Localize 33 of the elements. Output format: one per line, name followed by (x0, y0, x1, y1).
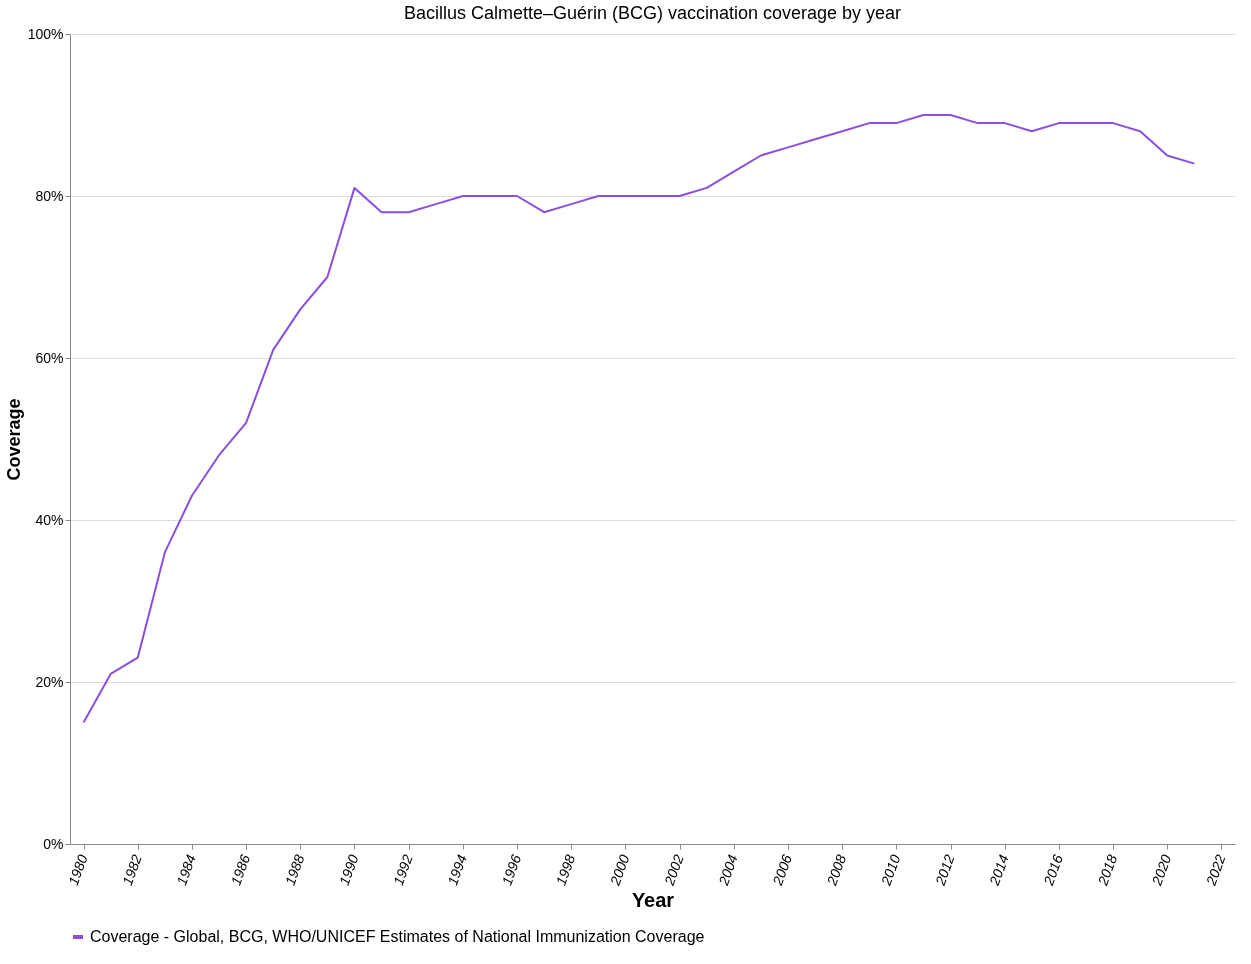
y-axis-title: Coverage (3, 398, 24, 481)
x-tick-label: 1984 (173, 852, 200, 888)
y-tick-label: 0% (43, 835, 64, 852)
x-tick-label: 2010 (877, 852, 904, 889)
x-tick-label: 1992 (390, 852, 416, 888)
x-tick-label: 1980 (64, 852, 91, 888)
x-tick-label: 2004 (714, 852, 741, 889)
x-tick-label: 1988 (281, 852, 308, 888)
x-tick-label: 1996 (498, 852, 525, 888)
x-axis-title: Year (631, 889, 675, 912)
x-tick-label: 2002 (660, 852, 687, 889)
x-tick-label: 2018 (1094, 852, 1121, 889)
line-series (82, 114, 1196, 724)
chart-title: Bacillus Calmette–Guérin (BCG) vaccination coverage by year (403, 3, 902, 23)
x-tick-label: 1982 (119, 852, 145, 888)
x-tick-label: 2000 (606, 852, 633, 889)
x-tick-label: 1986 (227, 852, 254, 888)
y-tick-label: 40% (35, 511, 64, 528)
x-tick-label: 1994 (444, 852, 470, 888)
x-tick-label: 2020 (1148, 852, 1175, 889)
x-tick-label: 2016 (1039, 852, 1067, 889)
y-tick-label: 80% (35, 187, 64, 204)
x-tick-label: 2012 (931, 852, 958, 889)
x-tick-label: 1990 (335, 852, 362, 888)
x-tick-label: 2006 (769, 852, 796, 889)
x-tick-label: 2014 (985, 852, 1012, 889)
legend-label: Coverage - Global, BCG, WHO/UNICEF Estimates of National Immunization Coverage (90, 928, 705, 945)
y-tick-label: 100% (27, 25, 64, 42)
y-tick-label: 60% (35, 349, 64, 366)
x-tick-label: 2008 (823, 852, 850, 889)
x-tick-label: 2022 (1202, 852, 1229, 889)
y-tick-label: 20% (35, 673, 64, 690)
x-tick-label: 1998 (552, 852, 579, 888)
